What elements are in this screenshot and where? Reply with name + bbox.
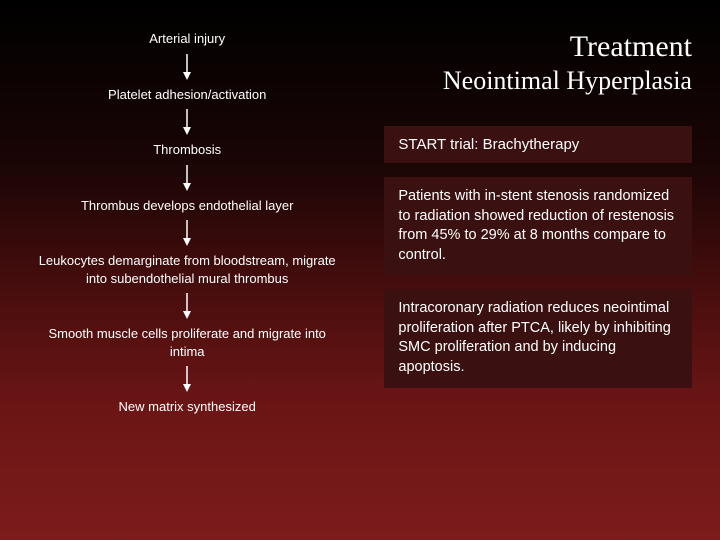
flow-step: New matrix synthesized (119, 398, 256, 416)
down-arrow-icon (182, 293, 192, 319)
flow-step: Thrombosis (153, 141, 221, 159)
flow-step: Arterial injury (149, 30, 225, 48)
down-arrow-icon (182, 109, 192, 135)
down-arrow-icon (182, 220, 192, 246)
panel-body-text: Patients with in-stent stenosis randomiz… (398, 187, 678, 265)
flow-step: Smooth muscle cells proliferate and migr… (37, 325, 337, 360)
flow-step: Leukocytes demarginate from bloodstream,… (37, 252, 337, 287)
down-arrow-icon (182, 165, 192, 191)
info-panel-heading: START trial: Brachytherapy (384, 126, 692, 163)
down-arrow-icon (182, 54, 192, 80)
down-arrow-icon (182, 366, 192, 392)
panel-body-text: Intracoronary radiation reduces neointim… (398, 299, 678, 377)
page-subtitle: Neointimal Hyperplasia (384, 66, 692, 96)
flow-step: Platelet adhesion/activation (108, 86, 266, 104)
flow-step: Thrombus develops endothelial layer (81, 197, 293, 215)
info-panel-body2: Intracoronary radiation reduces neointim… (384, 289, 692, 387)
slide-container: Arterial injury Platelet adhesion/activa… (0, 0, 720, 540)
info-panel-body1: Patients with in-stent stenosis randomiz… (384, 177, 692, 275)
flowchart-column: Arterial injury Platelet adhesion/activa… (0, 0, 374, 540)
page-title: Treatment (384, 30, 692, 64)
content-column: Treatment Neointimal Hyperplasia START t… (374, 0, 720, 540)
panel-heading-text: START trial: Brachytherapy (398, 136, 678, 153)
